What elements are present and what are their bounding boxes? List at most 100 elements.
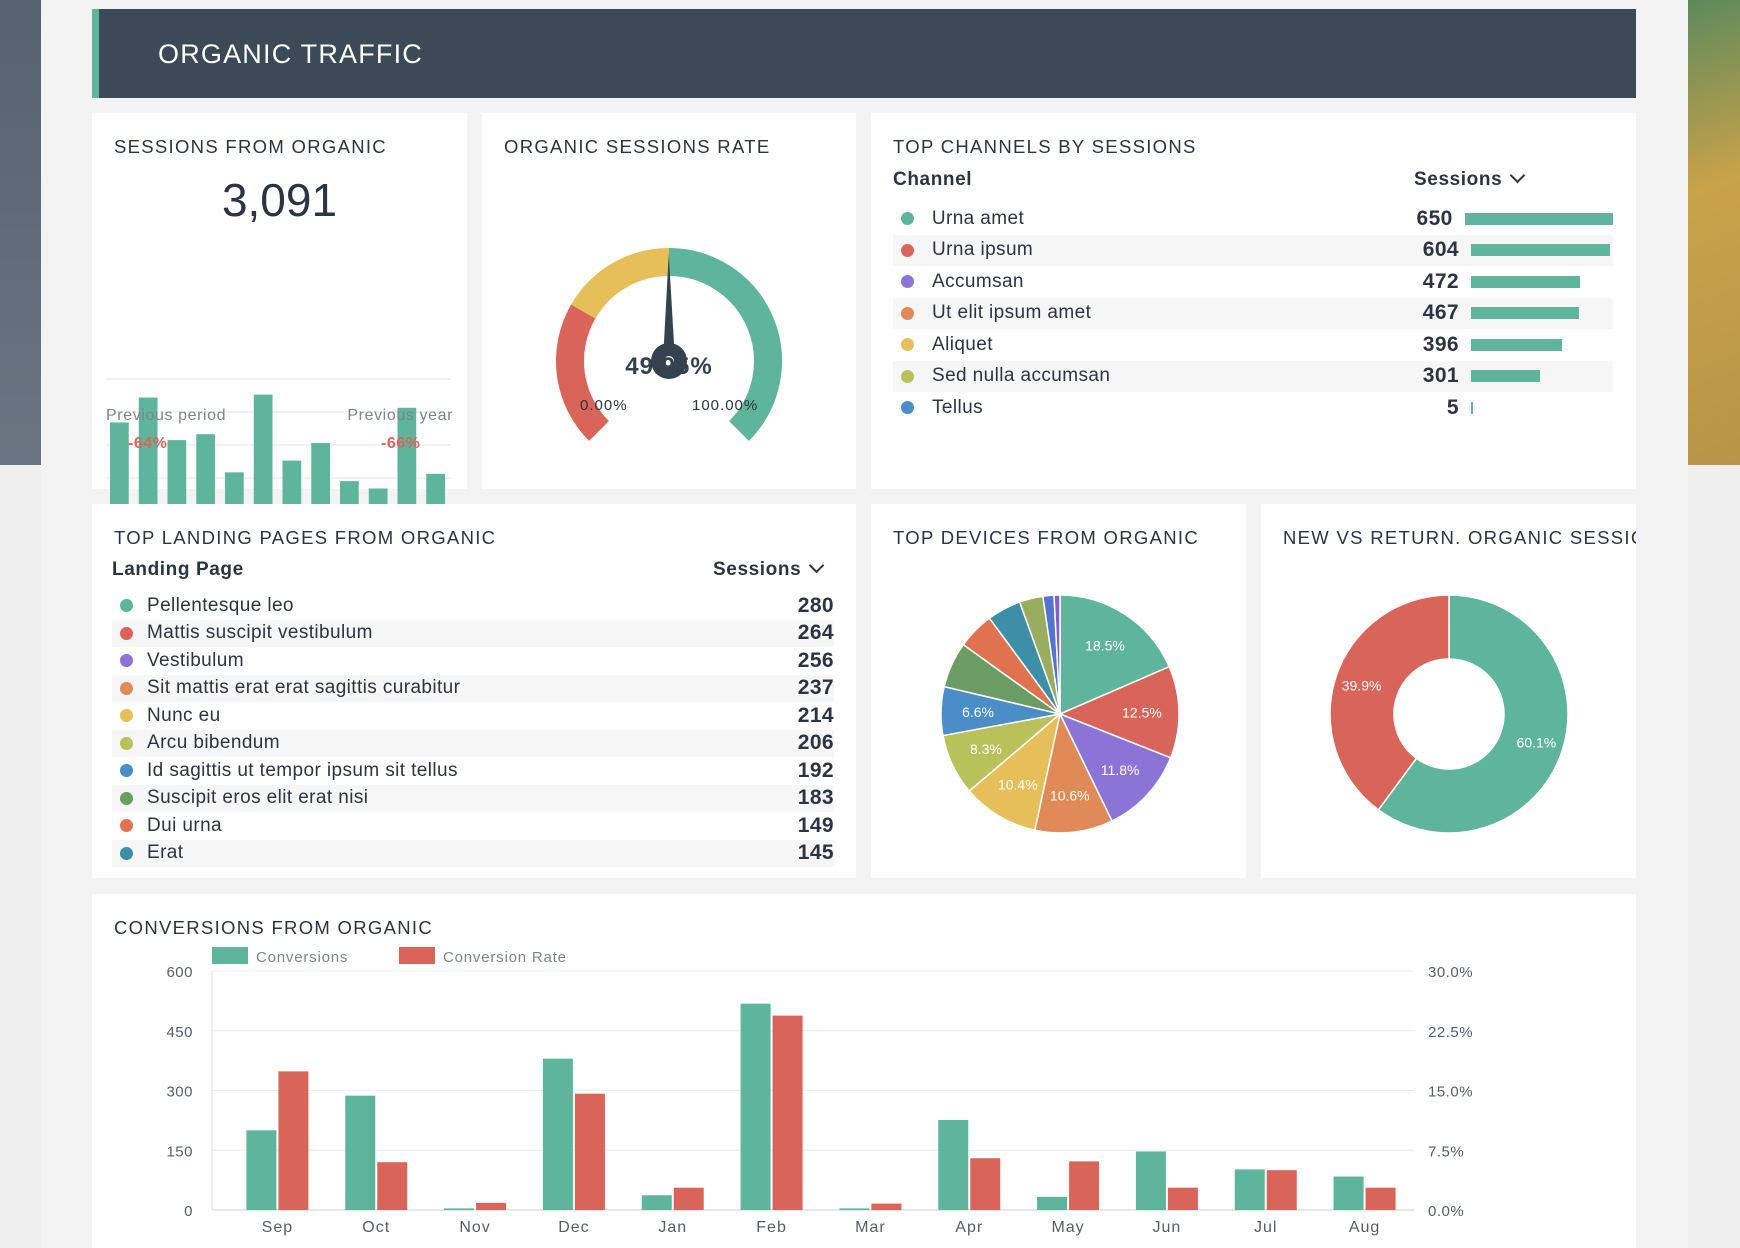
- conversion-rate-bar: [673, 1187, 704, 1210]
- channel-value: 650: [1416, 206, 1453, 230]
- landing-row: Vestibulum 256: [112, 647, 834, 674]
- newret-card: NEW VS RETURN. ORGANIC SESSIC 60.1% 39.9%: [1261, 504, 1636, 878]
- slice-label: 8.3%: [970, 741, 1002, 757]
- channel-label: Aliquet: [932, 333, 993, 355]
- sessions-card-title: SESSIONS FROM ORGANIC: [114, 136, 387, 157]
- conversions-bar: [1037, 1196, 1068, 1210]
- sessions-total: 3,091: [221, 174, 338, 226]
- channel-bar: [1471, 275, 1580, 288]
- sessions-card: SESSIONS FROM ORGANIC 3,091 Previous per…: [92, 113, 467, 512]
- landing-sessions-sort[interactable]: Sessions: [713, 557, 825, 581]
- session-bar: [138, 397, 158, 509]
- sessions-column-label: Sessions: [1414, 169, 1503, 190]
- landing-page-value: 149: [797, 813, 834, 837]
- devices-card-title: TOP DEVICES FROM ORGANIC: [893, 527, 1199, 548]
- landing-row: Suscipit eros elit erat nisi 183: [112, 784, 834, 812]
- sessions-bar-chart: [106, 378, 451, 512]
- chevron-down-icon: [808, 557, 825, 574]
- x-tick-label: Feb: [756, 1219, 787, 1236]
- session-bar: [225, 472, 244, 509]
- conversions-bar: [345, 1095, 376, 1210]
- landing-row: Pellentesque leo 280: [112, 592, 834, 619]
- conversion-rate-bar: [871, 1203, 902, 1210]
- session-bar: [311, 443, 330, 509]
- landing-page-value: 206: [797, 731, 834, 754]
- legend-dot: [120, 626, 133, 640]
- conversion-rate-bar: [1365, 1187, 1396, 1210]
- channels-sessions-sort[interactable]: Sessions: [1414, 167, 1526, 191]
- landing-column-header: Landing Page: [112, 559, 244, 580]
- channel-value: 472: [1422, 269, 1459, 293]
- y-tick-label: 0: [184, 1203, 193, 1220]
- channel-value: 301: [1422, 364, 1459, 387]
- session-bar: [196, 434, 215, 509]
- landing-page-value: 192: [797, 758, 834, 782]
- y2-tick-label: 15.0%: [1428, 1084, 1473, 1101]
- landing-page-label: Suscipit eros elit erat nisi: [147, 787, 369, 808]
- landing-page-value: 145: [797, 841, 834, 864]
- session-bar: [167, 440, 187, 509]
- channel-row: Sed nulla accumsan 301: [893, 360, 1613, 392]
- conversion-rate-bar: [377, 1162, 408, 1210]
- x-tick-label: Sep: [262, 1219, 293, 1236]
- x-tick-label: Jun: [1153, 1219, 1182, 1236]
- landing-page-label: Sit mattis erat erat sagittis curabitur: [147, 677, 461, 698]
- landing-row: Id sagittis ut tempor ipsum sit tellus 19…: [112, 757, 834, 784]
- legend-label: Conversions: [256, 949, 348, 966]
- landing-page-label: Vestibulum: [147, 649, 244, 671]
- pie-slice: [968, 711, 1062, 832]
- channel-label: Ut elit ipsum amet: [932, 302, 1092, 323]
- legend-dot: [120, 599, 133, 612]
- rate-card: ORGANIC SESSIONS RATE 49.95% 0.00% 100.0…: [482, 113, 856, 489]
- landing-page-value: 280: [797, 593, 834, 617]
- channel-label: Urna ipsum: [932, 239, 1034, 260]
- session-bar: [282, 460, 302, 509]
- gauge-needle: [663, 254, 675, 362]
- legend-dot: [901, 369, 914, 383]
- rate-gauge: [556, 248, 782, 441]
- channel-value: 5: [1446, 395, 1459, 419]
- gauge-hub-dot: [664, 356, 674, 366]
- slice-label: 18.5%: [1085, 637, 1125, 653]
- conversion-rate-bar: [970, 1158, 1001, 1210]
- legend-dot: [120, 819, 133, 832]
- x-tick-label: Jul: [1254, 1219, 1277, 1236]
- x-tick-label: Aug: [1349, 1219, 1380, 1236]
- conversions-bar: [542, 1058, 573, 1210]
- slice-label: 12.5%: [1122, 705, 1162, 721]
- conversions-bar: [839, 1208, 870, 1210]
- pie-slice: [1377, 594, 1569, 834]
- legend-dot: [120, 681, 133, 695]
- channel-label: Tellus: [932, 396, 983, 418]
- newret-donut-chart: 60.1% 39.9%: [1329, 594, 1569, 834]
- channel-row: Urna amet 650: [893, 203, 1613, 234]
- landing-page-value: 214: [797, 703, 834, 727]
- slice-label: 39.9%: [1342, 677, 1382, 693]
- session-bar: [110, 422, 129, 509]
- conversion-rate-bar: [476, 1202, 507, 1210]
- slice-label: 10.6%: [1050, 787, 1090, 803]
- legend-dot: [901, 401, 914, 414]
- session-bar: [253, 394, 273, 509]
- dashboard-header: ORGANIC TRAFFIC: [92, 9, 1636, 98]
- conversions-bar: [740, 1003, 771, 1210]
- landing-row: Mattis suscipit vestibulum 264: [112, 619, 834, 647]
- landing-page-label: Arcu bibendum: [147, 732, 280, 753]
- slice-label: 60.1%: [1517, 735, 1557, 751]
- channel-row: Accumsan 472: [893, 266, 1613, 297]
- legend-dot: [901, 306, 914, 320]
- dashboard-title: ORGANIC TRAFFIC: [158, 39, 424, 69]
- conversion-rate-bar: [1167, 1187, 1198, 1210]
- channel-bar: [1471, 370, 1541, 382]
- channel-label: Urna amet: [931, 207, 1025, 229]
- conversion-rate-bar: [278, 1071, 309, 1210]
- legend-dot: [120, 654, 133, 667]
- legend-dot: [120, 736, 133, 750]
- conversion-rate-bar: [574, 1093, 605, 1210]
- background-left: [0, 0, 41, 465]
- channel-value: 604: [1422, 238, 1459, 261]
- landing-page-value: 264: [797, 621, 834, 644]
- landing-page-label: Dui urna: [147, 814, 223, 836]
- pie-slice: [1053, 594, 1061, 715]
- landing-page-value: 237: [797, 676, 834, 699]
